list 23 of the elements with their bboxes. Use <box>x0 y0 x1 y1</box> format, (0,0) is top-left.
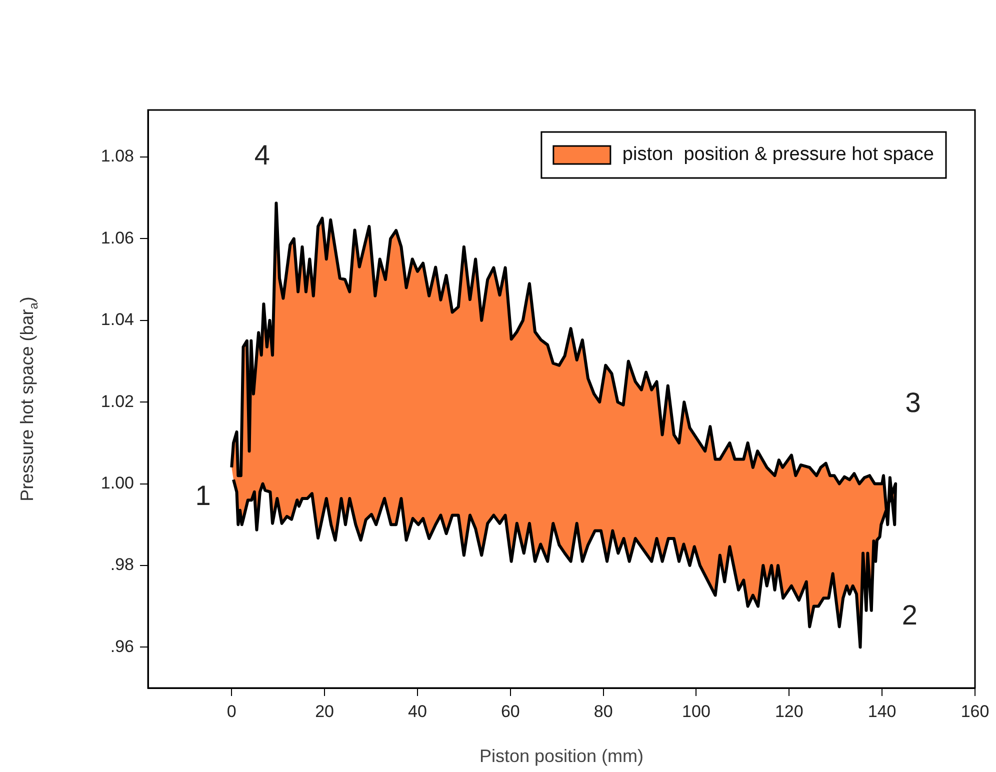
x-tick-label: 80 <box>594 702 613 721</box>
x-tick-label: 60 <box>500 702 520 721</box>
y-tick-label: 1.04 <box>100 310 134 330</box>
x-tick-label: 20 <box>315 702 334 721</box>
x-tick-label: 0 <box>226 702 236 721</box>
x-tick-label: 140 <box>868 702 896 721</box>
x-axis-title: Piston position (mm) <box>479 746 644 766</box>
y-tick-label: .96 <box>110 636 134 656</box>
y-tick-label: .98 <box>110 555 134 574</box>
annotation: 1 <box>195 480 211 511</box>
legend-label: piston position & pressure hot space <box>622 144 934 166</box>
annotation: 2 <box>902 600 918 631</box>
x-tick-label: 40 <box>408 702 427 721</box>
y-tick-label: 1.02 <box>100 392 134 411</box>
y-axis-title: Pressure hot space (bara) <box>16 296 40 502</box>
y-tick-label: 1.00 <box>100 473 134 492</box>
annotation: 3 <box>905 386 921 418</box>
annotation: 4 <box>254 140 270 171</box>
x-tick-label: 100 <box>682 702 710 721</box>
x-tick-label: 120 <box>774 702 804 721</box>
x-tick-label: 160 <box>960 702 990 721</box>
y-tick-label: 1.06 <box>100 228 134 248</box>
y-tick-label: 1.08 <box>100 146 134 166</box>
